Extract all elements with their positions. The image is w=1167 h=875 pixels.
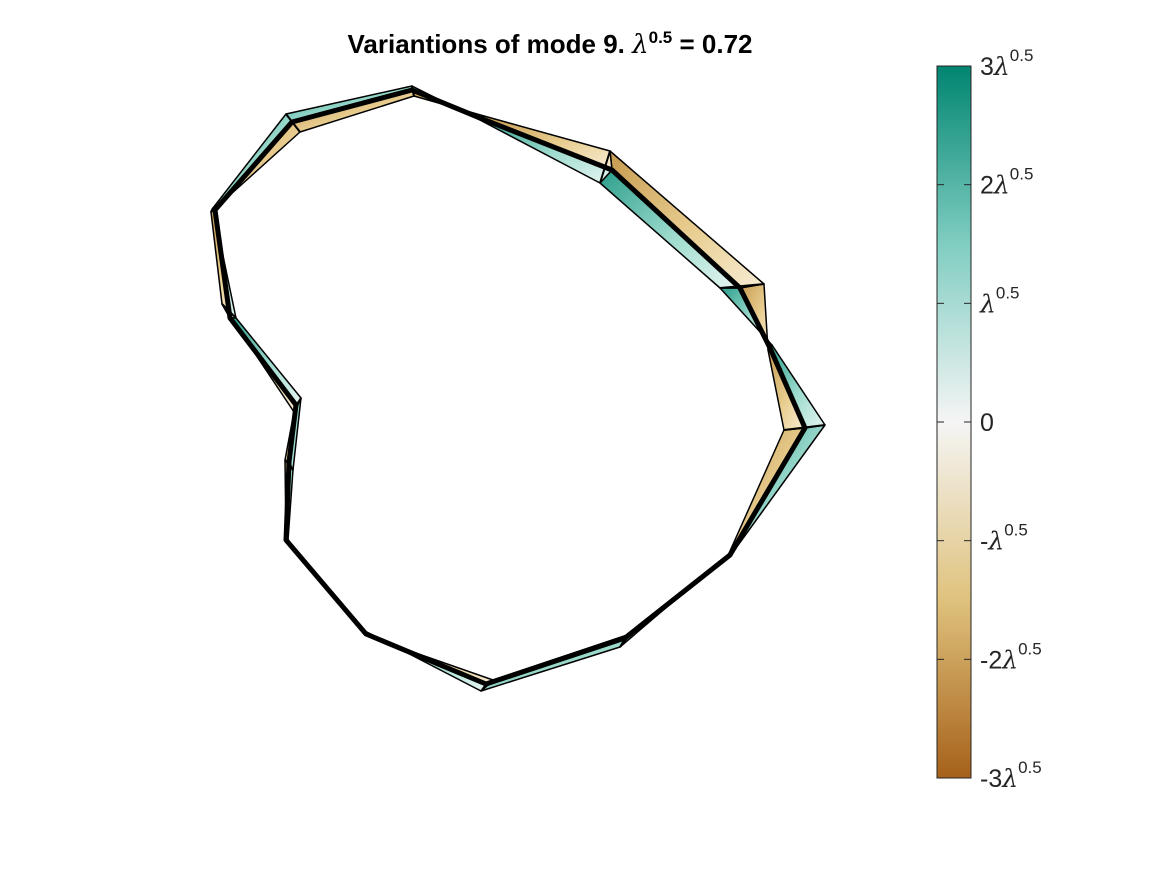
colorbar-tick-label: 3λ0.5 — [980, 46, 1033, 81]
shape-plot — [210, 85, 826, 692]
colorbar: 3λ0.5 2λ0.5 λ0.5 0 -λ0.5 -2λ0.5 -3λ0.5 — [936, 46, 1042, 793]
chart-title: Variantions of mode 9. λ0.5 = 0.72 — [348, 28, 753, 60]
colorbar-tick-label: -3λ0.5 — [980, 758, 1042, 793]
colorbar-tick-label: λ0.5 — [979, 283, 1020, 318]
colorbar-ticks: 3λ0.5 2λ0.5 λ0.5 0 -λ0.5 -2λ0.5 -3λ0.5 — [937, 46, 1042, 793]
colorbar-tick-label: 0 — [980, 409, 994, 437]
colorbar-tick-label: 2λ0.5 — [980, 165, 1033, 200]
landmark-rung — [719, 283, 765, 289]
mean-shape-line — [212, 87, 808, 687]
variation-rungs — [210, 85, 826, 692]
colorbar-tick-label: -λ0.5 — [980, 521, 1028, 556]
negative-variation-panel — [609, 150, 765, 289]
variation-panels — [210, 85, 826, 692]
landmark-rung — [210, 207, 214, 213]
colorbar-tick-label: -2λ0.5 — [980, 639, 1042, 674]
